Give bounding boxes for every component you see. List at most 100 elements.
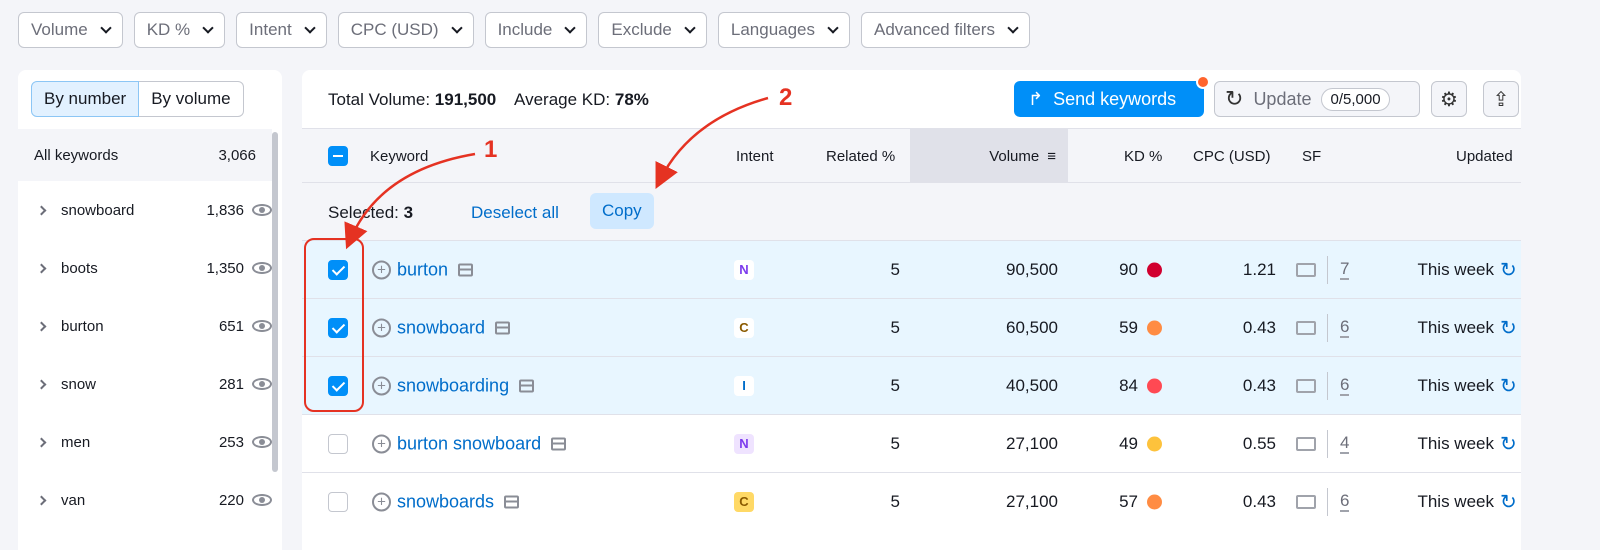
row-checkbox[interactable] [328,491,348,512]
keyword-link[interactable]: snowboarding [397,375,510,395]
related-value: 5 [890,259,900,279]
filter-exclude[interactable]: Exclude [598,12,707,48]
serp-preview-icon[interactable] [519,379,535,392]
by-number-button[interactable]: By number [31,81,140,117]
row-checkbox[interactable] [328,433,348,454]
related-value: 5 [890,433,900,453]
keyword-link[interactable]: snowboards [397,491,495,511]
refresh-icon[interactable]: ↻ [1500,317,1517,339]
sidebar-group-item[interactable]: snowboard 1,836 [18,181,272,239]
serp-features-count[interactable]: 6 [1340,490,1350,512]
row-checkbox[interactable] [328,317,348,338]
kd-difficulty-dot [1147,378,1162,393]
sidebar-group-item[interactable]: snow 281 [18,355,272,413]
kd-difficulty-dot [1147,436,1162,451]
refresh-icon[interactable]: ↻ [1500,375,1517,397]
keyword-link[interactable]: burton snowboard [397,433,542,453]
refresh-icon[interactable]: ↻ [1500,259,1517,281]
sidebar-group-item[interactable]: boots 1,350 [18,239,272,297]
kd-value: 49 [1119,433,1138,453]
keyword-link[interactable]: burton [397,259,449,279]
column-volume-label: Volume [989,147,1040,165]
add-circle-icon[interactable]: + [372,318,391,337]
column-keyword[interactable]: Keyword [370,147,429,165]
updated-value: This week [1417,317,1494,337]
sidebar-group-item[interactable]: burton 651 [18,297,272,355]
serp-features-count[interactable]: 6 [1340,316,1350,338]
refresh-icon[interactable]: ↻ [1500,433,1517,455]
filter-label: Exclude [611,20,672,39]
divider [1327,487,1328,516]
keyword-link[interactable]: snowboard [397,317,486,337]
filter-cpc-usd-[interactable]: CPC (USD) [337,12,474,48]
deselect-all-button[interactable]: Deselect all [471,203,559,222]
serp-preview-icon[interactable] [458,263,474,276]
group-name: men [61,433,91,451]
selected-count: Selected: 3 [328,203,414,222]
add-circle-icon[interactable]: + [372,260,391,279]
export-button[interactable]: ⇪ [1483,81,1519,117]
column-related[interactable]: Related % [826,147,896,165]
serp-features-count[interactable]: 6 [1340,374,1350,396]
eye-icon[interactable] [252,204,272,216]
annotation-arrow-2 [655,96,769,189]
serp-features-icon[interactable] [1296,436,1316,451]
kd-difficulty-dot [1147,262,1162,277]
copy-button[interactable]: Copy [590,193,654,229]
settings-button[interactable]: ⚙ [1431,81,1467,117]
group-name: van [61,491,86,509]
group-count: 651 [218,317,244,335]
by-volume-button[interactable]: By volume [139,81,244,117]
serp-preview-icon[interactable] [495,321,511,334]
add-circle-icon[interactable]: + [372,376,391,395]
send-keywords-button[interactable]: ↱ Send keywords [1014,75,1210,117]
sidebar-group-item[interactable]: men 253 [18,413,272,471]
eye-icon[interactable] [252,262,272,274]
group-count: 281 [218,375,244,393]
filter-advanced-filters[interactable]: Advanced filters [861,12,1030,48]
group-sort-toggle: By number By volume [31,81,244,117]
eye-icon[interactable] [252,320,272,332]
column-updated[interactable]: Updated [1456,147,1513,165]
notification-dot [1196,75,1210,89]
table-row: + snowboards C 5 27,100 57 0.43 6 This week ↻ [302,472,1521,530]
serp-preview-icon[interactable] [551,437,567,450]
serp-features-count[interactable]: 4 [1340,432,1350,454]
serp-preview-icon[interactable] [504,495,520,508]
updated-value: This week [1417,491,1494,511]
serp-features-icon[interactable] [1296,494,1316,509]
cpc-value: 1.21 [1242,259,1276,279]
keyword-cell: + burton [372,259,474,280]
filter-include[interactable]: Include [484,12,588,48]
sidebar-scrollbar[interactable] [272,132,278,472]
column-cpc[interactable]: CPC (USD) [1193,147,1271,165]
filter-volume[interactable]: Volume [18,12,123,48]
all-keywords-item[interactable]: All keywords 3,066 [18,129,272,181]
sidebar-group-item[interactable]: van 220 [18,471,272,529]
column-volume[interactable]: Volume ≡ [910,129,1068,183]
row-checkbox[interactable] [328,375,348,396]
serp-features-icon[interactable] [1296,320,1316,335]
serp-features-count[interactable]: 7 [1340,258,1350,280]
filter-intent[interactable]: Intent [236,12,327,48]
select-all-checkbox[interactable] [328,146,348,166]
serp-features-icon[interactable] [1296,378,1316,393]
refresh-icon[interactable]: ↻ [1500,491,1517,513]
eye-icon[interactable] [252,494,272,506]
add-circle-icon[interactable]: + [372,434,391,453]
update-button[interactable]: ↻ Update 0/5,000 [1214,81,1420,117]
group-name: burton [61,317,104,335]
filter-label: Languages [730,20,816,39]
row-checkbox[interactable] [328,259,348,280]
eye-icon[interactable] [252,436,272,448]
column-kd[interactable]: KD % [1124,147,1163,165]
serp-features-icon[interactable] [1296,262,1316,277]
updated-value: This week [1417,259,1494,279]
column-intent[interactable]: Intent [736,147,774,165]
filter-languages[interactable]: Languages [717,12,851,48]
column-sf[interactable]: SF [1302,147,1322,165]
all-keywords-count: 3,066 [218,146,256,164]
add-circle-icon[interactable]: + [372,492,391,511]
eye-icon[interactable] [252,378,272,390]
filter-kd-[interactable]: KD % [133,12,226,48]
